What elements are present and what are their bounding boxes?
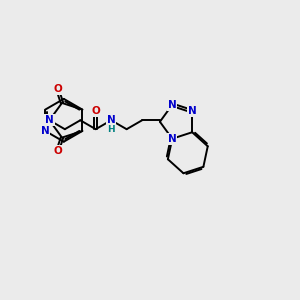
Text: N: N <box>107 115 116 125</box>
Text: N: N <box>41 126 50 136</box>
Text: O: O <box>92 106 100 116</box>
Text: N: N <box>168 100 177 110</box>
Text: N: N <box>188 106 197 116</box>
Text: O: O <box>53 84 62 94</box>
Text: N: N <box>45 115 54 125</box>
Text: O: O <box>53 146 62 156</box>
Text: H: H <box>107 125 115 134</box>
Text: N: N <box>168 134 177 144</box>
